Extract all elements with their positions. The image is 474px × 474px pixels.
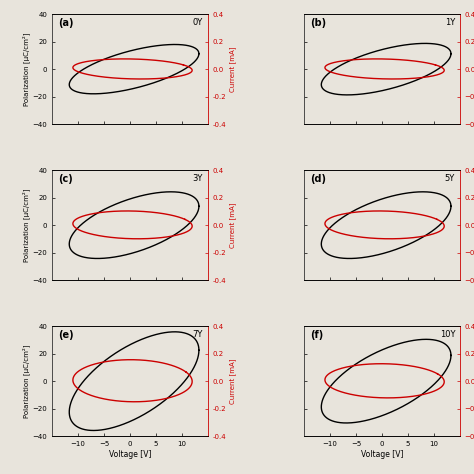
Text: (a): (a) (58, 18, 74, 27)
X-axis label: Voltage [V]: Voltage [V] (361, 450, 403, 459)
Y-axis label: Polarization [μC/cm²]: Polarization [μC/cm²] (22, 345, 30, 418)
Y-axis label: Current [mA]: Current [mA] (229, 46, 236, 92)
Text: 3Y: 3Y (193, 173, 203, 182)
Text: 5Y: 5Y (445, 173, 455, 182)
Y-axis label: Current [mA]: Current [mA] (229, 202, 236, 248)
Text: 0Y: 0Y (193, 18, 203, 27)
Text: (e): (e) (58, 329, 74, 339)
Y-axis label: Polarization [μC/cm²]: Polarization [μC/cm²] (22, 32, 30, 106)
Text: (c): (c) (58, 173, 73, 183)
Y-axis label: Polarization [μC/cm²]: Polarization [μC/cm²] (22, 188, 30, 262)
Y-axis label: Current [mA]: Current [mA] (229, 358, 236, 404)
Text: 7Y: 7Y (193, 329, 203, 338)
Text: 10Y: 10Y (439, 329, 455, 338)
Text: (b): (b) (310, 18, 327, 27)
Text: (f): (f) (310, 329, 324, 339)
Text: (d): (d) (310, 173, 327, 183)
Text: 1Y: 1Y (445, 18, 455, 27)
X-axis label: Voltage [V]: Voltage [V] (109, 450, 151, 459)
